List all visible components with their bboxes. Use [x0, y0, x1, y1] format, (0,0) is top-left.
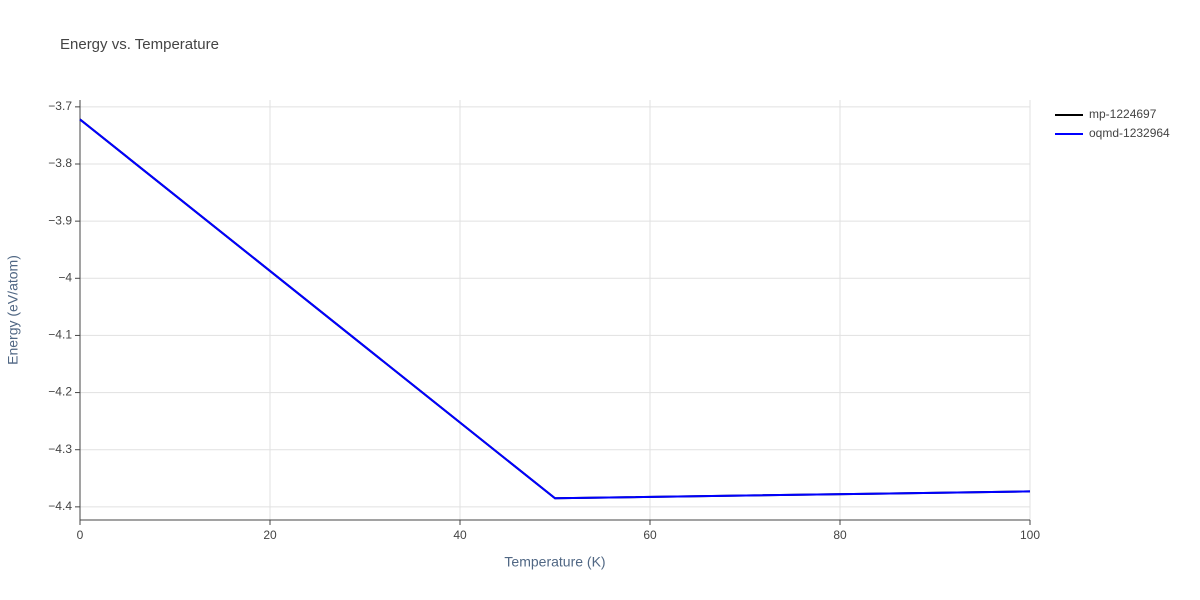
x-tick-label: 100 [1020, 528, 1040, 542]
y-tick-label: −4 [58, 270, 72, 284]
legend-label: mp-1224697 [1089, 107, 1157, 121]
x-tick-label: 40 [453, 528, 467, 542]
x-axis-title: Temperature (K) [504, 554, 605, 570]
chart-title: Energy vs. Temperature [60, 36, 219, 53]
y-tick-label: −3.7 [48, 99, 72, 113]
x-tick-label: 60 [643, 528, 657, 542]
x-tick-label: 0 [77, 528, 84, 542]
x-tick-label: 20 [263, 528, 277, 542]
y-tick-label: −4.1 [48, 328, 72, 342]
y-tick-label: −4.2 [48, 385, 72, 399]
legend-label: oqmd-1232964 [1089, 126, 1170, 140]
y-tick-label: −3.9 [48, 213, 72, 227]
data-line [79, 118, 1031, 500]
y-tick-label: −3.8 [48, 156, 72, 170]
x-tick-label: 80 [833, 528, 847, 542]
y-tick-label: −4.3 [48, 442, 72, 456]
data-line [79, 118, 1031, 500]
y-axis-title: Energy (eV/atom) [5, 255, 21, 365]
y-tick-label: −4.4 [48, 499, 72, 513]
